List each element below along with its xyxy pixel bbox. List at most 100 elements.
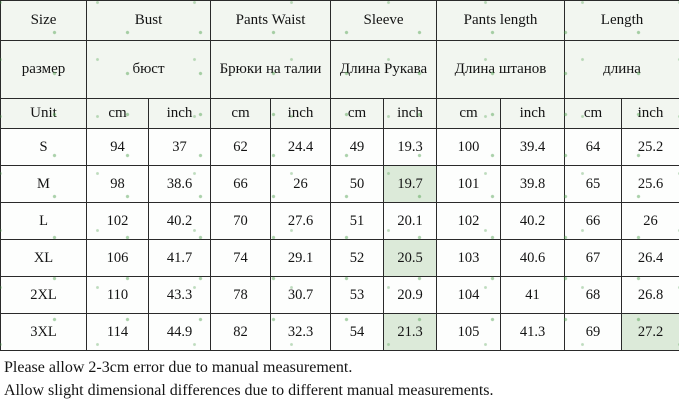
value-cell: 44.9 (147, 313, 212, 351)
header-pants-length: Pants length (436, 0, 566, 41)
value-cell: 103 (436, 239, 502, 277)
value-cell: 24.4 (270, 128, 332, 166)
value-cell: 69 (564, 313, 623, 351)
unit-cm: cm (564, 98, 623, 129)
value-cell: 65 (564, 165, 623, 203)
value-cell: 43.3 (147, 276, 212, 314)
value-cell: 38.6 (147, 165, 212, 203)
header-sleeve-ru: Длина Рукава (330, 40, 438, 99)
value-cell: 74 (210, 239, 272, 277)
size-cell: XL (0, 239, 87, 277)
value-cell: 64 (564, 128, 623, 166)
value-cell: 39.4 (500, 128, 566, 166)
value-cell: 50 (330, 165, 385, 203)
value-cell: 67 (564, 239, 623, 277)
value-cell: 78 (210, 276, 272, 314)
value-cell-highlighted: 27.2 (621, 313, 679, 351)
size-cell: 2XL (0, 276, 87, 314)
table-row-3xl: 3XL 114 44.9 82 32.3 54 21.3 105 41.3 69… (0, 313, 679, 351)
table-row-2xl: 2XL 110 43.3 78 30.7 53 20.9 104 41 68 2… (0, 276, 679, 314)
value-cell: 32.3 (270, 313, 332, 351)
unit-inch: inch (383, 98, 438, 129)
value-cell: 66 (564, 202, 623, 240)
header-pants-length-ru: Длина штанов (436, 40, 566, 99)
value-cell: 68 (564, 276, 623, 314)
value-cell: 105 (436, 313, 502, 351)
value-cell: 27.6 (270, 202, 332, 240)
unit-cm: cm (330, 98, 385, 129)
value-cell: 102 (436, 202, 502, 240)
size-cell: S (0, 128, 87, 166)
header-bust-ru: бюст (85, 40, 212, 99)
unit-inch: inch (621, 98, 679, 129)
unit-inch: inch (270, 98, 332, 129)
header-row-english: Size Bust Pants Waist Sleeve Pants lengt… (0, 0, 679, 41)
value-cell: 114 (86, 313, 149, 351)
value-cell: 37 (147, 128, 212, 166)
note-line-1: Please allow 2-3cm error due to manual m… (4, 359, 353, 376)
value-cell: 82 (210, 313, 272, 351)
value-cell: 41 (500, 276, 566, 314)
value-cell: 40.2 (147, 202, 212, 240)
value-cell: 51 (330, 202, 385, 240)
value-cell: 39.8 (500, 165, 566, 203)
value-cell: 98 (86, 165, 149, 203)
value-cell: 20.1 (383, 202, 438, 240)
value-cell: 110 (86, 276, 149, 314)
value-cell: 62 (210, 128, 272, 166)
value-cell: 94 (86, 128, 149, 166)
value-cell: 26 (621, 202, 679, 240)
size-chart-table: Size Bust Pants Waist Sleeve Pants lengt… (0, 0, 679, 351)
header-size-ru: размер (0, 40, 87, 99)
value-cell: 52 (330, 239, 385, 277)
value-cell: 30.7 (270, 276, 332, 314)
size-cell: 3XL (0, 313, 87, 351)
unit-inch: inch (500, 98, 566, 129)
value-cell: 26 (270, 165, 332, 203)
value-cell: 104 (436, 276, 502, 314)
value-cell: 70 (210, 202, 272, 240)
table-row-m: M 98 38.6 66 26 50 19.7 101 39.8 65 25.6 (0, 165, 679, 203)
value-cell: 41.7 (147, 239, 212, 277)
value-cell: 101 (436, 165, 502, 203)
value-cell: 54 (330, 313, 385, 351)
value-cell: 25.6 (621, 165, 679, 203)
value-cell: 19.3 (383, 128, 438, 166)
value-cell: 66 (210, 165, 272, 203)
size-cell: M (0, 165, 87, 203)
value-cell: 40.6 (500, 239, 566, 277)
value-cell-highlighted: 20.5 (383, 239, 438, 277)
value-cell: 100 (436, 128, 502, 166)
size-cell: L (0, 202, 87, 240)
value-cell: 26.8 (621, 276, 679, 314)
value-cell: 20.9 (383, 276, 438, 314)
header-bust: Bust (85, 0, 212, 41)
header-pants-waist: Pants Waist (210, 0, 332, 41)
value-cell: 53 (330, 276, 385, 314)
value-cell: 102 (86, 202, 149, 240)
unit-cm: cm (436, 98, 502, 129)
measurement-notes: Please allow 2-3cm error due to manual m… (0, 351, 679, 402)
unit-row: Unit cm inch cm inch cm inch cm inch cm … (0, 98, 679, 129)
table-row-xl: XL 106 41.7 74 29.1 52 20.5 103 40.6 67 … (0, 239, 679, 277)
value-cell: 41.3 (500, 313, 566, 351)
header-row-russian: размер бюст Брюки на талии Длина Рукава … (0, 40, 679, 99)
value-cell-highlighted: 21.3 (383, 313, 438, 351)
header-length: Length (564, 0, 679, 41)
value-cell: 106 (86, 239, 149, 277)
table-row-l: L 102 40.2 70 27.6 51 20.1 102 40.2 66 2… (0, 202, 679, 240)
unit-cm: cm (210, 98, 272, 129)
value-cell: 40.2 (500, 202, 566, 240)
unit-cm: cm (86, 98, 149, 129)
value-cell: 25.2 (621, 128, 679, 166)
value-cell: 49 (330, 128, 385, 166)
value-cell: 26.4 (621, 239, 679, 277)
unit-label: Unit (0, 98, 87, 129)
header-pants-waist-ru: Брюки на талии (210, 40, 332, 99)
header-size: Size (0, 0, 87, 41)
note-line-2: Allow slight dimensional differences due… (4, 382, 494, 399)
unit-inch: inch (147, 98, 212, 129)
value-cell: 29.1 (270, 239, 332, 277)
header-sleeve: Sleeve (330, 0, 438, 41)
header-length-ru: длина (564, 40, 679, 99)
